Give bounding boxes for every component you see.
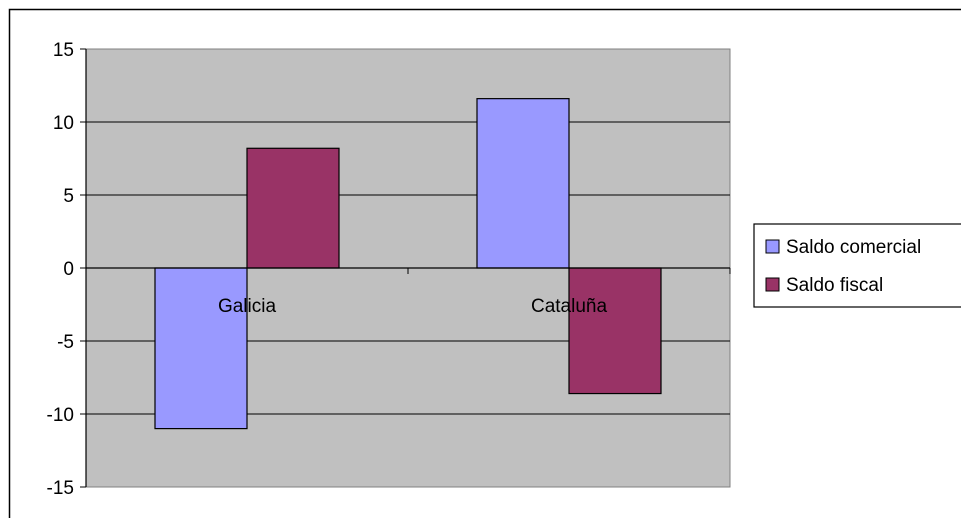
y-tick-label: 5 bbox=[63, 186, 74, 207]
y-tick-label: -10 bbox=[47, 405, 74, 426]
legend-label-saldo-fiscal: Saldo fiscal bbox=[786, 275, 883, 296]
y-tick-label: 15 bbox=[53, 40, 74, 61]
bar-saldo-comercial-cataluña bbox=[476, 98, 570, 269]
y-tick-label: 0 bbox=[63, 259, 74, 280]
bars bbox=[154, 98, 662, 430]
legend-box bbox=[753, 223, 961, 308]
y-tick-labels: 15 10 5 0 -5 -10 -15 bbox=[47, 40, 74, 499]
bar-saldo-comercial-galicia bbox=[154, 267, 248, 430]
y-tick-label: -5 bbox=[57, 332, 74, 353]
y-tick-label: -15 bbox=[47, 478, 74, 499]
category-label-galicia: Galicia bbox=[218, 296, 277, 317]
legend-swatch-saldo-comercial bbox=[765, 239, 780, 254]
legend-label-saldo-comercial: Saldo comercial bbox=[786, 237, 921, 258]
category-labels: Galicia Cataluña bbox=[218, 296, 607, 317]
axes bbox=[80, 48, 731, 488]
bar-saldo-fiscal-cataluña bbox=[568, 267, 662, 395]
y-tick-label: 10 bbox=[53, 113, 74, 134]
bar-saldo-fiscal-galicia bbox=[246, 147, 340, 269]
legend-swatch-saldo-fiscal bbox=[765, 277, 780, 292]
legend: Saldo comercial Saldo fiscal bbox=[753, 223, 961, 308]
category-label-cataluña: Cataluña bbox=[531, 296, 607, 317]
